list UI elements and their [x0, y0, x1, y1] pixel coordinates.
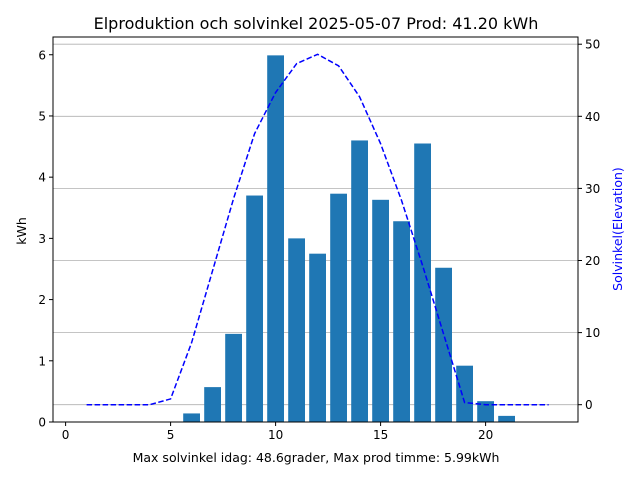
y2-axis-ticks: 0 10 20 30 40 50: [578, 38, 600, 412]
bar-series: [183, 55, 515, 423]
x-axis-ticks: 0 5 10 15 20: [62, 422, 493, 442]
y-tick-label: 1: [38, 354, 46, 368]
bar: [498, 415, 515, 422]
y-axis-label: kWh: [14, 217, 29, 245]
x-tick-label: 10: [268, 428, 283, 442]
x-tick-label: 15: [373, 428, 388, 442]
bar: [393, 221, 410, 422]
y2-tick-label: 10: [585, 326, 600, 340]
bar: [246, 195, 263, 422]
x-axis-label: Max solvinkel idag: 48.6grader, Max prod…: [133, 450, 500, 465]
y-tick-label: 3: [38, 232, 46, 246]
y-tick-label: 0: [38, 416, 46, 430]
x-tick-label: 0: [62, 428, 70, 442]
bar: [204, 387, 221, 422]
bar: [477, 401, 494, 422]
y-axis-ticks: 0 1 2 3 4 5 6: [38, 48, 53, 430]
bar: [330, 193, 347, 422]
plot-frame: [52, 36, 579, 423]
bar: [225, 333, 242, 422]
x-tick-label: 5: [167, 428, 175, 442]
x-tick-label: 20: [478, 428, 493, 442]
bar: [183, 413, 200, 422]
chart-title: Elproduktion och solvinkel 2025-05-07 Pr…: [94, 14, 539, 33]
bar: [267, 55, 284, 422]
bar: [414, 143, 431, 422]
y2-axis-label: Solvinkel(Elevation): [610, 167, 625, 291]
y-tick-label: 4: [38, 171, 46, 185]
bar: [435, 267, 452, 422]
y-tick-label: 2: [38, 293, 46, 307]
elevation-line: [86, 53, 549, 406]
bar: [372, 199, 389, 422]
y2-tick-label: 20: [585, 254, 600, 268]
y-tick-label: 5: [38, 109, 46, 123]
bar: [288, 238, 305, 422]
bar: [309, 253, 326, 422]
bar: [351, 140, 368, 423]
bar: [456, 365, 473, 422]
y2-tick-label: 40: [585, 110, 600, 124]
y2-tick-label: 50: [585, 38, 600, 52]
y2-tick-label: 30: [585, 182, 600, 196]
elevation-line-series: [86, 53, 549, 406]
y2-tick-label: 0: [585, 398, 593, 412]
y-tick-label: 6: [38, 48, 46, 62]
